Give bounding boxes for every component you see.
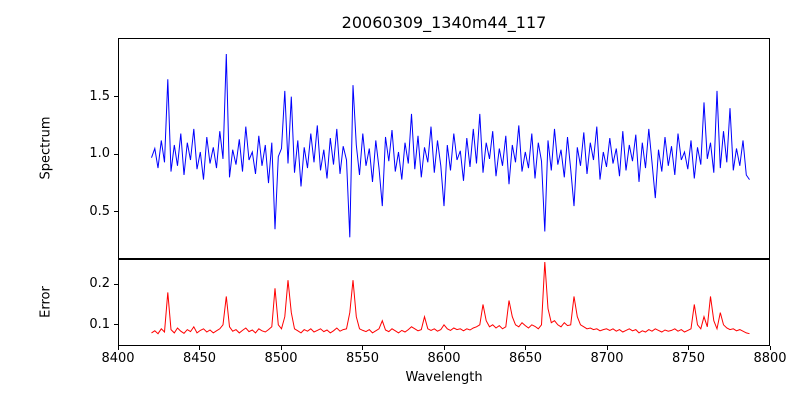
y-tick [114, 283, 118, 285]
spectrum-axes [118, 38, 770, 259]
spectrum-plot-svg [151, 53, 750, 238]
x-tick-label: 8800 [753, 351, 787, 366]
x-tick-label: 8650 [508, 351, 543, 366]
x-tick-label: 8600 [427, 351, 461, 366]
y-tick-label: 0.5 [89, 203, 110, 219]
y-tick-label: 1.0 [89, 146, 110, 162]
x-tick [769, 346, 771, 350]
x-tick [199, 346, 200, 350]
x-tick [688, 346, 689, 350]
y-tick [114, 153, 118, 155]
spectrum-axis-label: Spectrum [38, 116, 54, 180]
error-plot-svg [151, 261, 750, 335]
error-axes [118, 259, 770, 346]
x-tick [117, 346, 119, 350]
x-axis-label: Wavelength [405, 370, 483, 385]
x-tick-label: 8400 [101, 351, 135, 366]
x-tick [280, 346, 282, 350]
x-tick-label: 8700 [590, 351, 624, 366]
y-tick-label: 0.2 [89, 276, 110, 292]
error-axis-label: Error [38, 286, 54, 318]
y-tick-label: 1.5 [89, 88, 110, 104]
x-tick-label: 8750 [671, 351, 706, 366]
x-tick [443, 346, 445, 350]
y-tick-label: 0.1 [89, 316, 110, 332]
x-tick-label: 8450 [182, 351, 217, 366]
y-tick [114, 96, 118, 98]
x-tick [362, 346, 363, 350]
x-tick [525, 346, 526, 350]
x-tick [606, 346, 608, 350]
x-tick-label: 8550 [345, 351, 380, 366]
y-tick [114, 324, 118, 326]
spectrum-line [151, 53, 750, 238]
error-line [151, 261, 750, 335]
y-tick [114, 211, 118, 213]
x-tick-label: 8500 [264, 351, 298, 366]
chart-title: 20060309_1340m44_117 [341, 13, 547, 32]
